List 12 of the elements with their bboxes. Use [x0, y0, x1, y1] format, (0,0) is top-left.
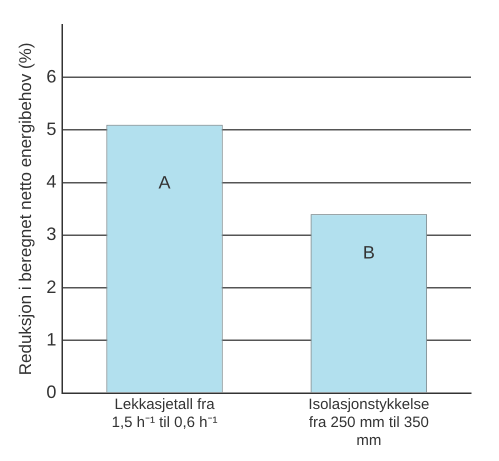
y-tick-label: 2 — [46, 276, 56, 297]
y-tick-label: 0 — [46, 382, 56, 402]
y-tick-label: 1 — [46, 329, 56, 350]
y-axis-title: Reduksjon i beregnet netto energibehov (%) — [16, 42, 35, 376]
y-tick-label: 6 — [46, 66, 56, 86]
y-tick-label: 3 — [46, 224, 56, 244]
annotation: B — [362, 242, 375, 262]
y-tick-label: 5 — [46, 118, 56, 139]
x-tick-label: Lekkasjetall fra 1,5 h⁻¹ til 0,6 h⁻¹ — [112, 396, 218, 432]
x-tick-label: Isolasjonstykkelse fra 250 mm til 350 mm — [308, 396, 430, 450]
y-tick-label: 4 — [46, 172, 56, 192]
annotation: A — [158, 172, 171, 193]
